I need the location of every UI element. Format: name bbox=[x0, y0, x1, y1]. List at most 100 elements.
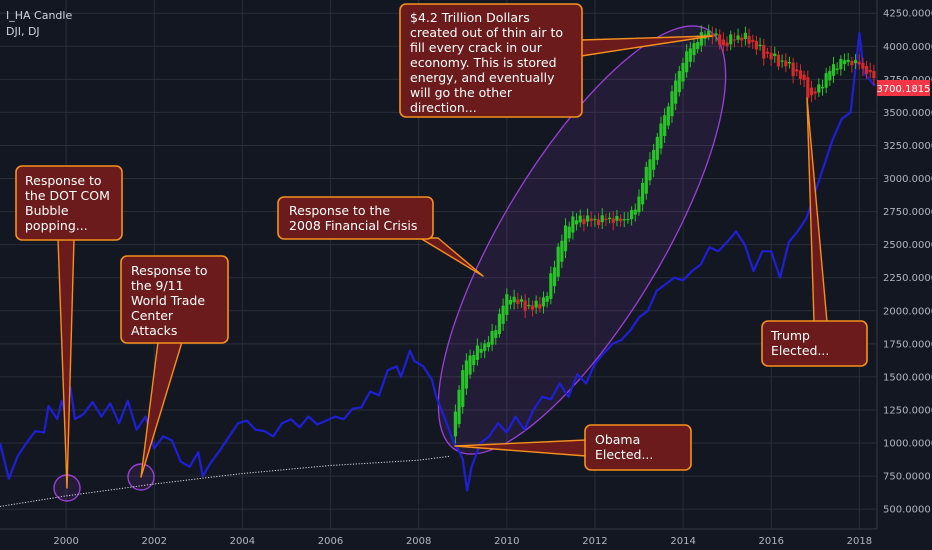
legacy-baseline-line bbox=[0, 455, 450, 507]
y-tick-label: 2750.0000 bbox=[883, 207, 932, 218]
candle-body bbox=[828, 71, 832, 81]
candle-body bbox=[578, 215, 582, 223]
callout-obama-text: Obama Elected... bbox=[595, 432, 653, 462]
callout-trillions-line: economy. This is stored bbox=[410, 55, 557, 70]
x-tick-label: 2006 bbox=[318, 536, 343, 547]
candle-body bbox=[571, 216, 575, 233]
candle-body bbox=[868, 69, 872, 73]
callout-trump: Trump Elected... bbox=[761, 97, 868, 367]
highlight-ellipses bbox=[53, 25, 727, 502]
callout-dotcom-line: the DOT COM bbox=[25, 188, 110, 203]
candle-body bbox=[798, 70, 803, 79]
candle-body bbox=[743, 32, 748, 40]
y-tick-label: 4000.0000 bbox=[883, 42, 932, 53]
legacy-baseline bbox=[0, 455, 450, 507]
callout-trump-line: Elected... bbox=[771, 343, 829, 358]
y-tick-label: 1750.0000 bbox=[883, 339, 932, 350]
candle-body bbox=[751, 39, 755, 42]
candle-body bbox=[864, 65, 869, 74]
y-tick-label: 3250.0000 bbox=[883, 141, 932, 152]
price-badge-text: 3700.1815 bbox=[876, 84, 930, 95]
x-tick-label: 2000 bbox=[53, 536, 78, 547]
callout-financial-crisis-box bbox=[277, 196, 434, 240]
callout-obama-line: Obama bbox=[595, 432, 640, 447]
candle-body bbox=[861, 63, 865, 69]
candle-body bbox=[468, 355, 472, 375]
candle-body bbox=[648, 159, 652, 181]
candle-body bbox=[527, 304, 531, 307]
candle-body bbox=[696, 42, 700, 50]
candle-body bbox=[721, 39, 725, 46]
candle-body bbox=[824, 73, 828, 88]
price-badge bbox=[877, 80, 930, 96]
candle-body bbox=[567, 226, 571, 239]
time-axis-labels: 2000 2002 2004 2006 2008 2010 2012 2014 2016 2018 bbox=[53, 536, 872, 547]
callout-trillions-box bbox=[399, 3, 583, 118]
time-axis-bg[interactable] bbox=[0, 529, 932, 550]
callout-trillions-line: will go the other bbox=[410, 85, 513, 100]
y-tick-label: 1500.0000 bbox=[883, 372, 932, 383]
callout-dotcom-line: Response to bbox=[25, 173, 102, 188]
x-tick-label: 2012 bbox=[582, 536, 607, 547]
x-tick-label: 2008 bbox=[406, 536, 431, 547]
candle-body bbox=[652, 149, 656, 170]
candle-body bbox=[545, 295, 549, 302]
candle-body bbox=[740, 37, 744, 41]
y-tick-label: 2000.0000 bbox=[883, 306, 932, 317]
candle-body bbox=[853, 60, 858, 64]
candle-body bbox=[490, 331, 494, 345]
candle-body bbox=[776, 54, 781, 67]
candle-body bbox=[593, 219, 597, 221]
callout-financial-crisis: Response to the 2008 Financial Crisis bbox=[277, 196, 484, 277]
candle-body bbox=[769, 52, 773, 60]
candle-body bbox=[685, 51, 689, 73]
callout-obama: Obama Elected... bbox=[454, 424, 692, 471]
candle-body bbox=[791, 62, 795, 77]
candle-body bbox=[663, 115, 667, 136]
candle-body bbox=[839, 58, 843, 70]
y-tick-label: 2250.0000 bbox=[883, 273, 932, 284]
candle-body bbox=[674, 80, 678, 104]
candle-body bbox=[699, 32, 703, 46]
candle-body bbox=[508, 299, 513, 305]
candle-body bbox=[842, 60, 847, 65]
candle-body bbox=[457, 389, 461, 425]
candle-body bbox=[780, 60, 784, 62]
candle-body bbox=[479, 349, 483, 353]
candle-body bbox=[692, 43, 696, 56]
candle-body bbox=[497, 313, 502, 335]
candle-body bbox=[729, 34, 733, 45]
candle-body bbox=[688, 48, 692, 62]
callout-trillions-line: $4.2 Trillion Dollars bbox=[410, 10, 530, 25]
candle-body bbox=[600, 215, 604, 223]
candle-body bbox=[718, 34, 722, 45]
candle-body bbox=[552, 267, 557, 287]
candle-body bbox=[464, 360, 469, 389]
candle-body bbox=[850, 61, 854, 66]
callout-obama-line: Elected... bbox=[595, 447, 653, 462]
candle-body bbox=[630, 210, 634, 220]
callout-trillions-line: direction... bbox=[410, 100, 477, 115]
candle-body bbox=[666, 106, 670, 126]
dji-line bbox=[0, 31, 876, 492]
callout-trillions-line: fill every crack in our bbox=[410, 40, 543, 55]
candle-body bbox=[795, 69, 799, 72]
y-tick-label: 1250.0000 bbox=[883, 405, 932, 416]
callout-obama-box bbox=[584, 424, 692, 471]
x-tick-label: 2014 bbox=[670, 536, 695, 547]
candle-body bbox=[835, 68, 839, 70]
candle-body bbox=[538, 304, 542, 309]
candle-body bbox=[607, 217, 612, 220]
candle-body bbox=[747, 35, 751, 44]
candle-body bbox=[622, 219, 626, 221]
candle-body bbox=[784, 60, 788, 67]
candle-body bbox=[604, 218, 608, 220]
y-tick-label: 500.0000 bbox=[883, 505, 931, 516]
callout-nine-eleven-line: the 9/11 bbox=[131, 278, 184, 293]
candle-body bbox=[659, 123, 663, 149]
legend-symbol: I_HA Candle bbox=[6, 9, 72, 22]
candle-body bbox=[505, 294, 509, 315]
candle-body bbox=[519, 299, 524, 302]
candle-body bbox=[582, 219, 586, 225]
